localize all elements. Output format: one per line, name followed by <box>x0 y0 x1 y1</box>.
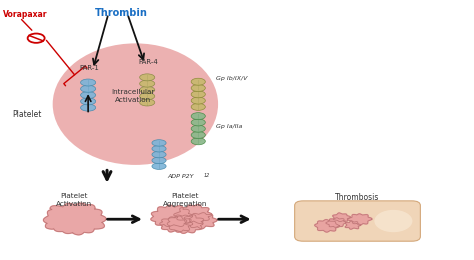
FancyBboxPatch shape <box>295 201 420 241</box>
Ellipse shape <box>53 43 218 165</box>
Text: Intracellular
Activation: Intracellular Activation <box>111 89 155 103</box>
Ellipse shape <box>152 157 166 164</box>
Text: Platelet
Aggregation: Platelet Aggregation <box>163 193 207 207</box>
Polygon shape <box>160 216 193 232</box>
Polygon shape <box>348 214 372 225</box>
Polygon shape <box>326 218 346 227</box>
Polygon shape <box>333 213 350 222</box>
Ellipse shape <box>191 125 205 132</box>
Text: Platelet
Activation: Platelet Activation <box>56 193 92 207</box>
Ellipse shape <box>140 80 155 87</box>
Ellipse shape <box>152 163 166 170</box>
Text: Gp Ia/IIa: Gp Ia/IIa <box>216 124 243 129</box>
Ellipse shape <box>81 92 96 99</box>
Polygon shape <box>151 205 192 226</box>
Text: PAR-1: PAR-1 <box>80 64 100 70</box>
Ellipse shape <box>191 132 205 139</box>
Ellipse shape <box>374 210 412 232</box>
Ellipse shape <box>191 113 205 120</box>
Ellipse shape <box>191 103 205 110</box>
Ellipse shape <box>191 84 205 92</box>
Ellipse shape <box>140 99 155 106</box>
Ellipse shape <box>152 146 166 152</box>
Polygon shape <box>44 203 106 235</box>
Ellipse shape <box>191 91 205 98</box>
Text: Thrombosis: Thrombosis <box>335 193 380 202</box>
Ellipse shape <box>140 74 155 81</box>
Ellipse shape <box>191 78 205 85</box>
Ellipse shape <box>191 119 205 126</box>
Polygon shape <box>184 213 217 229</box>
Ellipse shape <box>81 104 96 111</box>
Text: Vorapaxar: Vorapaxar <box>3 10 47 19</box>
Polygon shape <box>315 220 339 232</box>
Ellipse shape <box>81 85 96 92</box>
Ellipse shape <box>191 97 205 104</box>
Ellipse shape <box>140 93 155 100</box>
Text: 12: 12 <box>203 173 210 178</box>
Ellipse shape <box>152 151 166 158</box>
Text: PAR-4: PAR-4 <box>139 59 158 65</box>
Polygon shape <box>345 221 361 229</box>
Polygon shape <box>173 205 212 224</box>
Text: Thrombin: Thrombin <box>95 9 147 18</box>
Ellipse shape <box>152 140 166 146</box>
Ellipse shape <box>81 98 96 105</box>
Text: Gp Ib/IX/V: Gp Ib/IX/V <box>216 76 247 81</box>
Text: Platelet: Platelet <box>12 110 42 119</box>
Polygon shape <box>167 215 204 233</box>
Ellipse shape <box>140 86 155 93</box>
Ellipse shape <box>81 79 96 86</box>
Ellipse shape <box>191 138 205 145</box>
Text: ADP P2Y: ADP P2Y <box>167 174 194 179</box>
